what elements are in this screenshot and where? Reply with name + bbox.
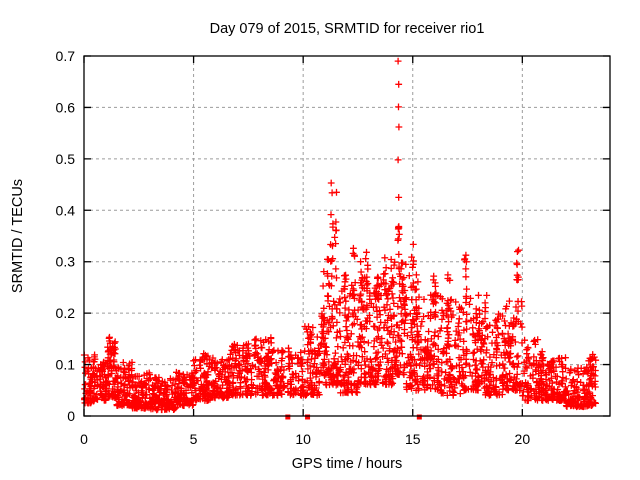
y-tick-label: 0.6 — [56, 99, 76, 115]
tick-labels: 0 5 10 15 20 0 0.1 0.2 0.3 0.4 0.5 0.6 0.7 — [56, 48, 531, 447]
y-tick-label: 0.2 — [56, 305, 76, 321]
axis-gap-marker — [285, 414, 291, 420]
y-axis-label: SRMTID / TECUs — [10, 179, 26, 293]
x-tick-label: 0 — [80, 431, 88, 447]
y-tick-label: 0.1 — [56, 357, 76, 373]
x-tick-label: 20 — [515, 431, 531, 447]
x-tick-label: 15 — [405, 431, 421, 447]
y-tick-label: 0 — [67, 408, 75, 424]
axes-and-ticks — [83, 55, 611, 417]
y-tick-label: 0.7 — [56, 48, 76, 64]
x-tick-label: 5 — [190, 431, 198, 447]
grid-lines — [84, 56, 610, 416]
scatter-points-path — [80, 57, 600, 414]
axis-gap-marker — [305, 414, 311, 420]
x-tick-label: 10 — [295, 431, 311, 447]
axis-tick-marks — [83, 55, 610, 417]
plot-border — [83, 55, 611, 417]
y-tick-label: 0.4 — [56, 202, 76, 218]
y-tick-label: 0.5 — [56, 151, 76, 167]
data-points — [80, 57, 600, 420]
y-tick-label: 0.3 — [56, 254, 76, 270]
x-axis-label: GPS time / hours — [292, 456, 402, 472]
chart-title: Day 079 of 2015, SRMTID for receiver rio… — [210, 21, 485, 37]
axis-gap-marker — [416, 414, 422, 420]
